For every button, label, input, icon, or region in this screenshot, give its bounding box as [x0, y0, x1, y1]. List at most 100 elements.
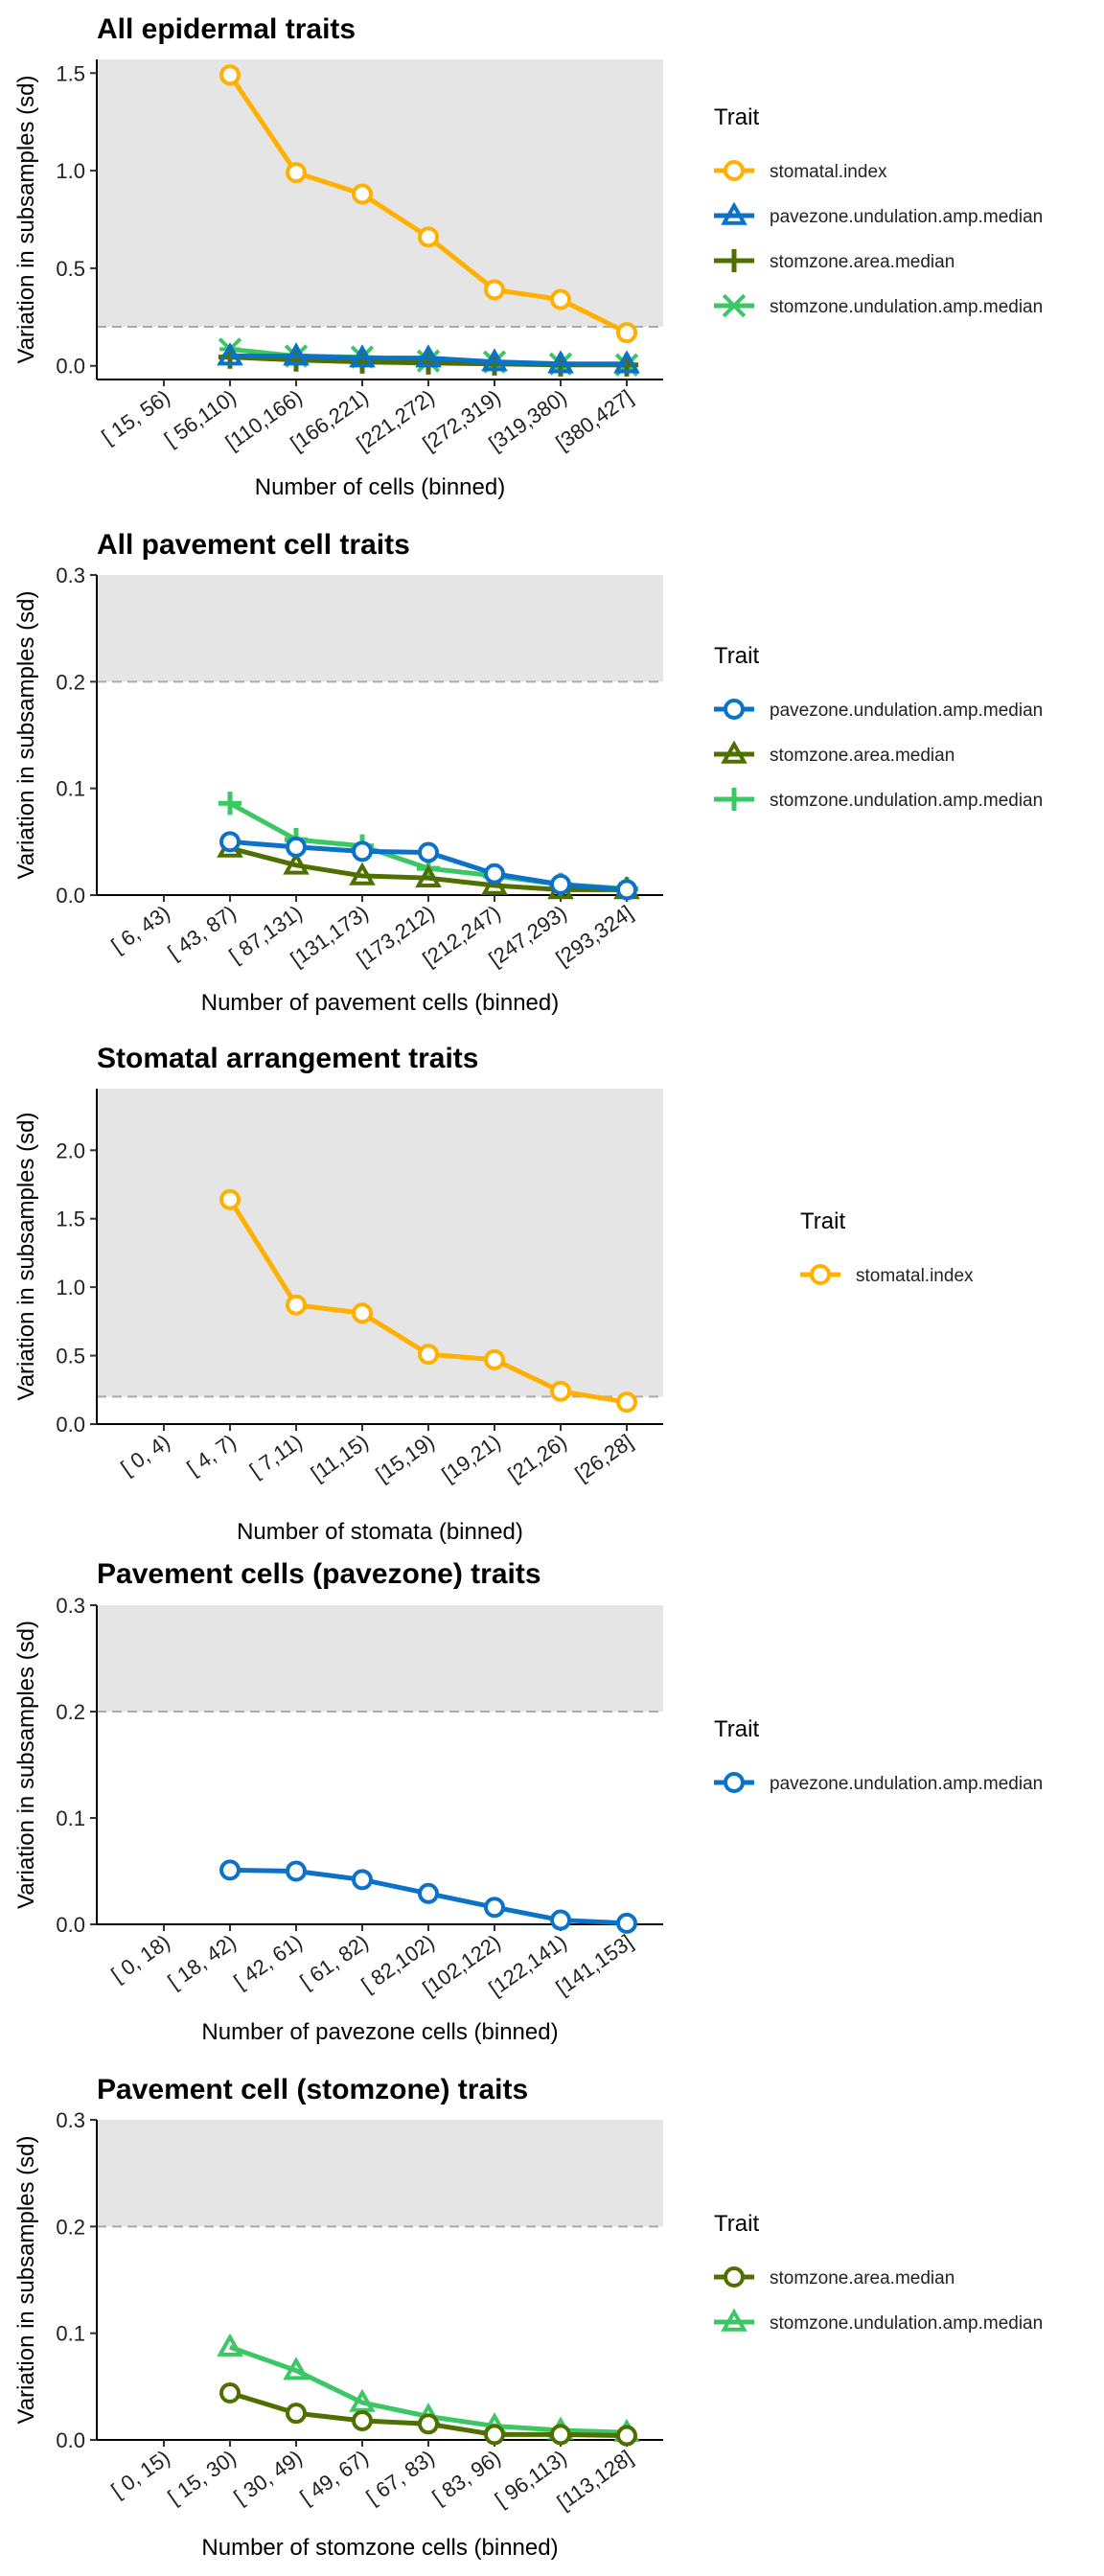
data-point: [547, 350, 574, 374]
legend: Trait pavezone.undulation.amp.median stomz…: [714, 643, 1043, 812]
data-point: [219, 1188, 241, 1210]
chart-panel-4: 0.00.10.20.3[ 0, 18)[ 18, 42)[ 42, 61)[ …: [13, 1558, 1043, 2045]
data-point: [217, 2333, 243, 2357]
y-tick-label: 1.5: [56, 1208, 85, 1231]
legend-key-marker: [724, 2266, 745, 2288]
chart-panel-5: 0.00.10.20.3[ 0, 15)[ 15, 30)[ 30, 49)[ …: [13, 2074, 1043, 2561]
data-point: [286, 836, 307, 858]
data-point: [550, 1380, 571, 1402]
x-tick-label: [11,15): [307, 1430, 373, 1486]
legend-item-label: stomzone.area.median: [770, 2268, 954, 2288]
data-point: [418, 1882, 439, 1904]
x-tick-label: [ 0, 4): [116, 1430, 173, 1481]
data-point: [550, 1909, 571, 1931]
x-tick-label: [ 49, 67): [295, 2446, 372, 2510]
x-axis-label: Number of pavement cells (binned): [201, 990, 560, 1016]
series-group: [217, 2333, 640, 2447]
legend: Trait pavezone.undulation.amp.median: [714, 1716, 1043, 1794]
data-point: [418, 226, 439, 248]
x-axis-label: Number of stomata (binned): [237, 1519, 523, 1545]
chart-panel-2: 0.00.10.20.3[ 6, 43)[ 43, 87)[ 87,131)[1…: [13, 529, 1043, 1016]
data-point: [550, 873, 571, 895]
data-point: [481, 348, 508, 372]
legend-key-marker: [810, 1264, 831, 1285]
legend-key-marker: [724, 699, 745, 720]
data-point: [352, 1302, 373, 1324]
series-group: [219, 1859, 637, 1934]
y-tick-label: 0.1: [56, 1806, 85, 1830]
legend-item-label: stomzone.area.median: [770, 746, 954, 766]
data-point: [616, 2425, 637, 2447]
chart-panel-3: 0.0 0.5 1.0 1.5 2.0 [ 0, 4)[ 4, 7)[ 7,11) [11,…: [13, 1043, 974, 1545]
y-tick-label: 1.0: [56, 159, 85, 183]
legend-item-label: stomzone.area.median: [770, 252, 954, 272]
x-axis-label: Number of stomzone cells (binned): [201, 2535, 558, 2561]
y-tick-label: 0.0: [56, 355, 85, 379]
series-line: [230, 354, 627, 367]
data-point: [616, 322, 637, 344]
data-point: [484, 1897, 505, 1919]
threshold-band: [97, 1089, 663, 1397]
y-tick-label: 1.0: [56, 1276, 85, 1300]
y-tick-label: 0.2: [56, 670, 85, 694]
legend-item-label: stomzone.undulation.amp.median: [770, 297, 1043, 317]
x-tick-label: [ 6, 43): [106, 901, 173, 958]
legend-title: Trait: [714, 643, 759, 669]
data-point: [286, 162, 307, 184]
data-point: [418, 1344, 439, 1366]
legend: Trait stomzone.area.median stomzone.undula…: [714, 2211, 1043, 2334]
data-point: [219, 1859, 241, 1881]
y-tick-label: 0.0: [56, 884, 85, 908]
data-point: [219, 2382, 241, 2404]
data-point: [481, 871, 508, 895]
y-axis-label: Variation in subsamples (sd): [13, 1621, 39, 1909]
legend-key-marker: [724, 1772, 745, 1793]
series-group: [217, 792, 640, 901]
data-point: [286, 1294, 307, 1316]
data-point: [349, 862, 376, 886]
x-axis-label: Number of cells (binned): [255, 474, 505, 500]
x-tick-label: [ 4, 7): [182, 1430, 240, 1481]
x-tick-label: [26,28]: [570, 1430, 636, 1486]
y-tick-label: 0.1: [56, 777, 85, 801]
data-point: [286, 1860, 307, 1882]
data-point: [352, 2409, 373, 2431]
data-point: [550, 288, 571, 310]
chart-title: All pavement cell traits: [97, 529, 410, 561]
data-point: [283, 851, 310, 875]
y-tick-label: 0.0: [56, 1413, 85, 1437]
legend-item-label: pavezone.undulation.amp.median: [770, 207, 1043, 227]
y-axis-label: Variation in subsamples (sd): [13, 1112, 39, 1400]
x-tick-label: [ 18, 42): [163, 1930, 240, 1994]
x-tick-label: [ 7,11): [245, 1430, 307, 1483]
data-point: [218, 792, 242, 816]
data-point: [415, 344, 442, 368]
legend-key-marker: [721, 740, 748, 764]
x-tick-label: [ 83, 96): [427, 2446, 504, 2510]
y-axis-label: Variation in subsamples (sd): [13, 2135, 39, 2424]
data-point: [352, 1869, 373, 1891]
legend-item-label: pavezone.undulation.amp.median: [770, 701, 1043, 721]
legend-key-marker: [722, 787, 747, 812]
data-point: [484, 279, 505, 301]
threshold-band: [97, 575, 663, 682]
y-axis-label: Variation in subsamples (sd): [13, 75, 39, 363]
y-tick-label: 0.0: [56, 1913, 85, 1937]
legend: Trait stomatal.index pavezone.undulation.a…: [714, 104, 1043, 318]
data-point: [286, 2403, 307, 2425]
x-tick-label: [ 15, 30): [163, 2446, 240, 2510]
y-tick-label: 0.2: [56, 2215, 85, 2239]
series-group: [219, 1188, 637, 1414]
legend-key-marker: [724, 160, 745, 181]
data-point: [349, 2388, 376, 2412]
data-point: [550, 2424, 571, 2446]
x-tick-label: [ 0, 15): [106, 2446, 173, 2503]
data-point: [217, 342, 243, 366]
x-tick-label: [15,19): [371, 1430, 438, 1487]
data-point: [418, 2413, 439, 2435]
threshold-band: [97, 1605, 663, 1712]
y-tick-label: 0.3: [56, 1594, 85, 1618]
data-point: [352, 840, 373, 862]
x-tick-label: [113,128]: [553, 2446, 637, 2515]
